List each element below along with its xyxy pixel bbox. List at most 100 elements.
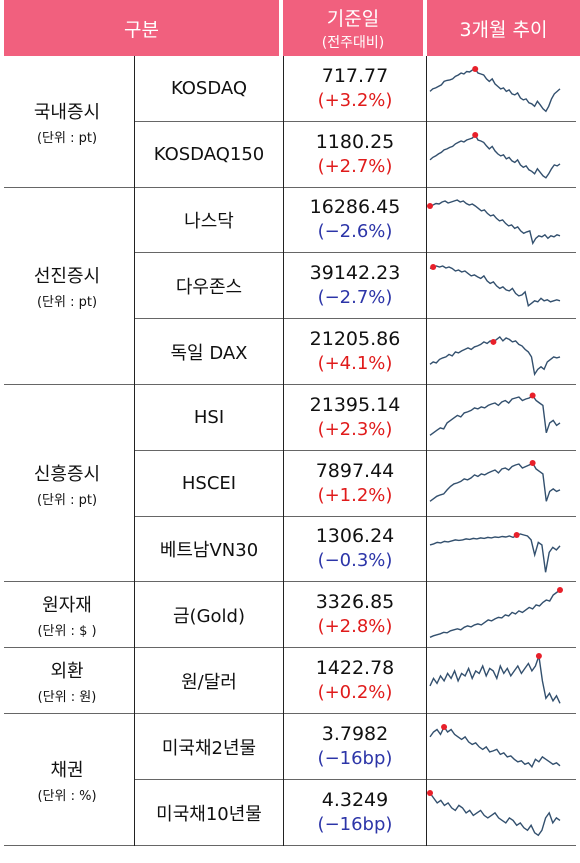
row-trend-cell: [429, 128, 562, 182]
sparkline: [427, 789, 561, 837]
group-name: 신흥증시: [33, 463, 101, 485]
row-item-name: HSI: [193, 407, 225, 429]
sparkline-path: [429, 655, 561, 704]
row-change: (+2.3%): [317, 418, 393, 440]
row-trend-cell: [429, 325, 562, 379]
sparkline-peak-dot: [472, 65, 479, 72]
row-change: (+2.8%): [317, 616, 393, 638]
group-divider: [4, 186, 576, 188]
row-item-name: 독일 DAX: [170, 343, 248, 365]
row-trend-cell: [429, 62, 562, 116]
row-value-cell: 1306.24 (−0.3%): [284, 517, 426, 583]
group-category: 선진증시 (단위 : pt): [0, 188, 134, 385]
row-change: (−16bp): [317, 813, 393, 835]
row-item-name: 원/달러: [181, 672, 237, 694]
sparkline-peak-dot: [529, 459, 536, 466]
sparkline-path: [429, 394, 561, 436]
row-value: 3326.85: [315, 591, 395, 614]
header-base-date-sub: (전주대비): [321, 35, 385, 51]
row-value-cell: 4.3249 (−16bp): [284, 780, 426, 846]
group-unit: (단위 : pt): [36, 492, 98, 508]
row-trend-cell: [429, 653, 562, 708]
sparkline: [429, 531, 561, 573]
row-value: 16286.45: [309, 196, 401, 219]
row-item-name: KOSDAQ150: [153, 144, 265, 166]
table-header: 구분 기준일 (전주대비) 3개월 추이: [0, 0, 580, 56]
sparkline-path: [429, 265, 561, 308]
sparkline-peak-dot: [427, 789, 433, 796]
group-name: 국내증시: [33, 101, 101, 123]
row-change: (+2.7%): [317, 155, 393, 177]
sparkline-peak-dot: [557, 587, 563, 594]
row-trend-cell: [429, 587, 563, 642]
row-divider: [135, 318, 576, 320]
row-change: (+1.2%): [317, 484, 393, 506]
sparkline: [429, 459, 561, 502]
row-change: (+3.2%): [317, 89, 393, 111]
group-unit: (단위 : %): [37, 788, 97, 804]
sparkline-peak-dot: [430, 264, 437, 271]
row-value: 1306.24: [315, 525, 395, 548]
row-value-cell: 1422.78 (+0.2%): [284, 648, 426, 714]
row-trend-cell: [429, 391, 562, 445]
sparkline: [427, 198, 561, 245]
row-item-name: 금(Gold): [173, 606, 245, 628]
sparkline-peak-dot: [441, 723, 448, 730]
group-divider: [4, 581, 576, 583]
column-divider: [283, 56, 284, 846]
row-change: (−2.7%): [317, 287, 393, 309]
group-name: 선진증시: [33, 266, 101, 288]
header-trend: 3개월 추이: [427, 0, 580, 56]
sparkline-path: [429, 68, 561, 113]
group-unit: (단위 : $ ): [37, 624, 97, 640]
column-divider: [426, 56, 427, 846]
sparkline-peak-dot: [427, 202, 433, 209]
sparkline-path: [429, 133, 561, 179]
group-divider: [4, 384, 576, 385]
sparkline-peak-dot: [513, 531, 520, 538]
header-category: 구분: [4, 0, 279, 56]
group-unit: (단위 : pt): [36, 295, 98, 311]
sparkline: [429, 392, 561, 436]
group-unit: (단위 : pt): [36, 130, 98, 146]
row-divider: [135, 120, 576, 122]
row-change: (−2.6%): [317, 221, 393, 243]
row-value: 717.77: [321, 64, 389, 87]
sparkline: [429, 723, 561, 769]
group-name: 원자재: [42, 595, 92, 617]
row-divider: [135, 252, 576, 254]
column-divider: [134, 56, 135, 846]
sparkline-peak-dot: [490, 339, 497, 346]
header-category-label: 구분: [124, 18, 159, 41]
sparkline: [429, 65, 561, 113]
row-trend-cell: [429, 457, 562, 511]
group-category: 채권 (단위 : %): [0, 714, 134, 846]
header-base-date: 기준일 (전주대비): [283, 0, 423, 56]
group-name: 외환: [50, 661, 84, 683]
row-value-cell: 717.77 (+3.2%): [284, 56, 426, 122]
row-value-cell: 21395.14 (+2.3%): [284, 385, 426, 451]
row-change: (+0.2%): [317, 682, 393, 704]
row-item-name: 베트남VN30: [159, 540, 259, 562]
row-divider: [135, 778, 576, 780]
group-unit: (단위 : 원): [37, 690, 97, 706]
sparkline: [429, 587, 563, 639]
sparkline: [429, 131, 561, 179]
row-item-name: 나스닥: [184, 211, 234, 233]
row-trend-cell: [427, 194, 562, 248]
row-change: (−0.3%): [317, 550, 393, 572]
row-value: 1422.78: [315, 657, 395, 680]
row-item-name: KOSDAQ: [170, 78, 248, 100]
row-value-cell: 7897.44 (+1.2%): [284, 451, 426, 517]
group-category: 원자재 (단위 : $ ): [0, 582, 134, 648]
row-value: 21395.14: [309, 393, 401, 416]
row-value: 3.7982: [321, 722, 389, 745]
row-value: 39142.23: [309, 262, 401, 285]
sparkline: [429, 264, 561, 308]
row-item-name: HSCEI: [181, 473, 237, 495]
row-value-cell: 3.7982 (−16bp): [284, 714, 426, 780]
header-base-date-label: 기준일: [326, 8, 380, 30]
sparkline: [429, 336, 561, 377]
sparkline-path: [429, 461, 561, 502]
sparkline-peak-dot: [535, 653, 542, 660]
